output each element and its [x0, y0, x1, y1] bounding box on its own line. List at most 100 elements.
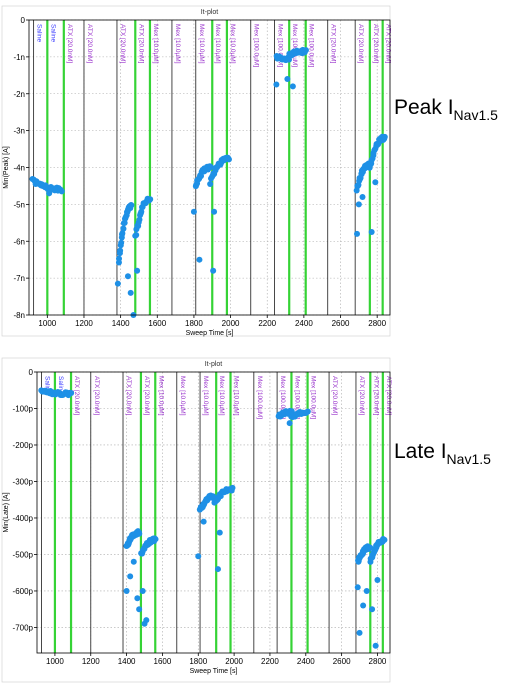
condition-label-12: Mex [100.0µM]: [277, 24, 284, 67]
x-tick-label-1: 1200: [75, 319, 93, 328]
x-tick-label-9: 2800: [369, 657, 387, 666]
data-point-166: [289, 83, 296, 90]
data-point-215: [359, 194, 366, 200]
data-point-87: [134, 267, 141, 274]
condition-label-12: Mex [100.0µM]: [279, 376, 286, 419]
condition-label-8: Mex [10.0µM]: [202, 376, 209, 416]
condition-label-9: Mex [10.0µM]: [218, 376, 225, 416]
condition-label-6: Mex [10.0µM]: [157, 376, 164, 416]
data-point-141: [211, 208, 218, 215]
y-tick-label-5: -500p: [13, 550, 34, 559]
data-point-86: [147, 196, 154, 203]
y-axis-title: Min(Peak) [A]: [3, 146, 10, 188]
data-point-123: [200, 518, 207, 525]
peak-chart-panel: It-plot Saline Saline ATX [20.0nM] ATX [20.0…: [0, 0, 392, 338]
y-tick-label-3: -300p: [13, 477, 34, 486]
condition-label-15: ATX [20.0nM]: [330, 24, 337, 63]
data-point-64: [133, 232, 140, 239]
y-tick-label-7: -700p: [13, 623, 34, 632]
x-tick-label-4: 1800: [189, 657, 207, 666]
data-point-92: [152, 536, 159, 543]
data-point-147: [229, 484, 236, 491]
data-point-29: [58, 188, 65, 195]
x-tick-label-9: 2800: [368, 319, 386, 328]
condition-label-14: Mex [100.0µM]: [310, 376, 317, 419]
x-tick-label-5: 2000: [222, 319, 240, 328]
condition-label-11: Mex [100.0µM]: [256, 376, 263, 419]
data-point-36: [118, 239, 125, 246]
y-axis-title: Min(Late) [A]: [3, 492, 10, 532]
late-chart-panel: It-plot Saline Saline ATX [20.0nM] ATX [20.0…: [0, 352, 392, 684]
late-chart: It-plot Saline Saline ATX [20.0nM] ATX [20.0…: [1, 357, 392, 683]
data-point-95: [143, 617, 150, 624]
data-point-252: [381, 536, 388, 543]
condition-label-3: ATX [20.0nM]: [93, 376, 100, 415]
data-point-62: [123, 587, 130, 594]
data-point-66: [136, 606, 143, 613]
y-tick-label-2: -2n: [13, 90, 25, 99]
plot-area-frame: [36, 371, 391, 654]
data-point-241: [372, 179, 379, 186]
data-point-69: [136, 216, 143, 223]
data-point-30: [46, 190, 53, 197]
data-point-41: [120, 225, 127, 232]
x-tick-label-5: 2000: [225, 657, 243, 666]
data-points: [38, 387, 388, 649]
data-point-253: [369, 606, 376, 613]
condition-label-8: Mex [10.0µM]: [198, 24, 205, 64]
x-tick-label-8: 2600: [332, 319, 350, 328]
condition-label-11: Mex [100.0µM]: [253, 24, 260, 67]
data-point-164: [273, 81, 280, 88]
peak-label-main: Peak I: [394, 96, 454, 119]
condition-label-4: ATX [20.0nM]: [119, 24, 126, 63]
x-tick-label-2: 1400: [112, 319, 130, 328]
data-point-226: [363, 587, 370, 594]
x-tick-label-0: 1000: [38, 319, 56, 328]
data-point-196: [304, 408, 311, 415]
data-point-93: [139, 587, 146, 594]
condition-label-1: Saline: [49, 24, 56, 42]
y-tick-label-4: -400p: [13, 514, 34, 523]
condition-label-4: ATX [20.0nM]: [125, 376, 132, 415]
data-point-240: [368, 229, 375, 236]
condition-label-0: Saline: [43, 376, 50, 394]
data-point-115: [196, 256, 203, 263]
data-point-254: [372, 642, 379, 649]
condition-label-10: Mex [10.0µM]: [229, 24, 236, 64]
data-point-39: [119, 230, 126, 237]
chart-title: It-plot: [205, 361, 223, 368]
condition-lines: Saline Saline ATX [20.0nM] ATX [20.0nM] ATX …: [41, 372, 392, 653]
x-tick-label-2: 1400: [118, 657, 136, 666]
x-tick-label-0: 1000: [46, 657, 64, 666]
x-tick-label-3: 1600: [148, 319, 166, 328]
condition-label-15: ATX [20.0nM]: [331, 376, 338, 415]
y-tick-label-6: -6n: [13, 237, 25, 246]
data-point-59: [114, 280, 121, 287]
y-tick-label-1: -100p: [13, 404, 34, 413]
y-tick-label-6: -600p: [13, 587, 34, 596]
data-point-214: [355, 201, 362, 208]
data-point-73: [138, 208, 145, 215]
condition-label-18: ATX [20.0nM]: [385, 376, 392, 415]
condition-label-0: Saline: [36, 24, 43, 42]
x-tick-label-8: 2600: [333, 657, 351, 666]
y-tick-label-5: -5n: [13, 200, 25, 209]
y-tick-label-1: -1n: [13, 53, 25, 62]
condition-label-5: ATX [20.0nM]: [143, 376, 150, 415]
data-point-213: [354, 230, 361, 237]
condition-label-17: ATX [20.0nM]: [372, 24, 379, 63]
data-point-186: [302, 47, 309, 54]
grid: [29, 19, 390, 316]
condition-lines: Saline Saline ATX [20.0nM] ATX [20.0nM] ATX …: [33, 20, 392, 315]
x-tick-label-7: 2400: [295, 319, 313, 328]
condition-label-6: Mex [10.0µM]: [152, 24, 159, 64]
y-tick-label-7: -7n: [13, 274, 25, 283]
peak-chart: It-plot Saline Saline ATX [20.0nM] ATX [20.0…: [1, 5, 392, 337]
peak-current-label: Peak INav1.5: [394, 96, 498, 123]
condition-label-7: Mex [10.0µM]: [179, 376, 186, 416]
data-point-116: [207, 180, 214, 187]
data-point-64: [130, 558, 137, 565]
data-point-174: [286, 420, 293, 427]
condition-label-16: ATX [20.0nM]: [357, 24, 364, 63]
condition-label-3: ATX [20.0nM]: [86, 24, 93, 63]
